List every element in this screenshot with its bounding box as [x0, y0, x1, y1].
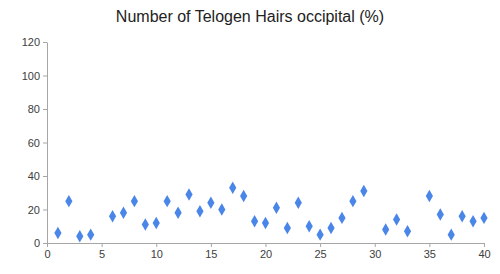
point — [382, 223, 389, 235]
tick: 0 — [44, 243, 50, 260]
point — [196, 205, 203, 217]
tick-label: 120 — [22, 36, 40, 48]
tick-mark — [266, 243, 267, 247]
tick: 15 — [205, 243, 217, 260]
tick: 20 — [28, 204, 47, 216]
tick-mark — [43, 143, 47, 144]
point — [469, 215, 476, 227]
tick-label: 20 — [260, 248, 272, 260]
tick: 120 — [22, 36, 47, 48]
tick: 60 — [28, 137, 47, 149]
point — [131, 195, 138, 207]
point — [404, 225, 411, 237]
tick-mark — [43, 176, 47, 177]
point — [174, 207, 181, 219]
point — [349, 195, 356, 207]
point — [120, 207, 127, 219]
point — [240, 190, 247, 202]
tick: 40 — [28, 170, 47, 182]
tick-label: 0 — [44, 248, 50, 260]
tick-label: 80 — [28, 103, 40, 115]
tick-label: 35 — [424, 248, 436, 260]
point — [338, 212, 345, 224]
point — [480, 212, 487, 224]
tick-label: 40 — [28, 170, 40, 182]
point — [142, 218, 149, 230]
point — [393, 213, 400, 225]
tick: 30 — [369, 243, 381, 260]
point — [306, 220, 313, 232]
point — [284, 222, 291, 234]
point — [262, 217, 269, 229]
tick-mark — [156, 243, 157, 247]
tick-label: 25 — [315, 248, 327, 260]
point — [273, 202, 280, 214]
tick-mark — [43, 42, 47, 43]
y-axis: 0 20 40 60 80 100 120 — [22, 36, 48, 249]
tick: 40 — [478, 243, 490, 260]
point — [164, 195, 171, 207]
tick: 35 — [424, 243, 436, 260]
point — [218, 203, 225, 215]
tick-mark — [43, 243, 47, 244]
tick: 5 — [99, 243, 105, 260]
tick: 0 — [34, 237, 47, 249]
tick-mark — [47, 243, 48, 247]
tick-label: 20 — [28, 204, 40, 216]
tick-label: 10 — [151, 248, 163, 260]
point — [229, 181, 236, 193]
point — [54, 227, 61, 239]
tick-label: 15 — [205, 248, 217, 260]
tick-mark — [43, 76, 47, 77]
point — [360, 185, 367, 197]
chart: Number of Telogen Hairs occipital (%) 0 5 1… — [0, 0, 500, 274]
point — [65, 195, 72, 207]
tick-mark — [211, 243, 212, 247]
tick-mark — [375, 243, 376, 247]
tick-mark — [429, 243, 430, 247]
point — [87, 228, 94, 240]
tick: 10 — [151, 243, 163, 260]
x-axis: 0 5 10 15 20 25 30 35 40 — [44, 243, 490, 260]
tick-mark — [484, 243, 485, 247]
tick: 100 — [22, 70, 47, 82]
tick: 25 — [315, 243, 327, 260]
axis-line — [47, 43, 48, 244]
point — [448, 228, 455, 240]
point — [251, 215, 258, 227]
point — [153, 217, 160, 229]
tick-mark — [320, 243, 321, 247]
tick-mark — [43, 210, 47, 211]
point — [437, 208, 444, 220]
point — [76, 230, 83, 242]
plot: 0 5 10 15 20 25 30 35 40 0 20 40 60 80 100 120 — [22, 36, 491, 260]
point — [459, 210, 466, 222]
point — [207, 197, 214, 209]
tick-label: 0 — [34, 237, 40, 249]
point — [109, 210, 116, 222]
point — [426, 190, 433, 202]
points — [54, 181, 487, 242]
tick-mark — [43, 109, 47, 110]
title: Number of Telogen Hairs occipital (%) — [116, 8, 384, 25]
tick-label: 40 — [478, 248, 490, 260]
point — [317, 228, 324, 240]
point — [295, 197, 302, 209]
tick-label: 100 — [22, 70, 40, 82]
tick: 80 — [28, 103, 47, 115]
tick-label: 30 — [369, 248, 381, 260]
tick: 20 — [260, 243, 272, 260]
point — [327, 222, 334, 234]
tick-label: 5 — [99, 248, 105, 260]
tick-mark — [102, 243, 103, 247]
tick-label: 60 — [28, 137, 40, 149]
point — [185, 188, 192, 200]
